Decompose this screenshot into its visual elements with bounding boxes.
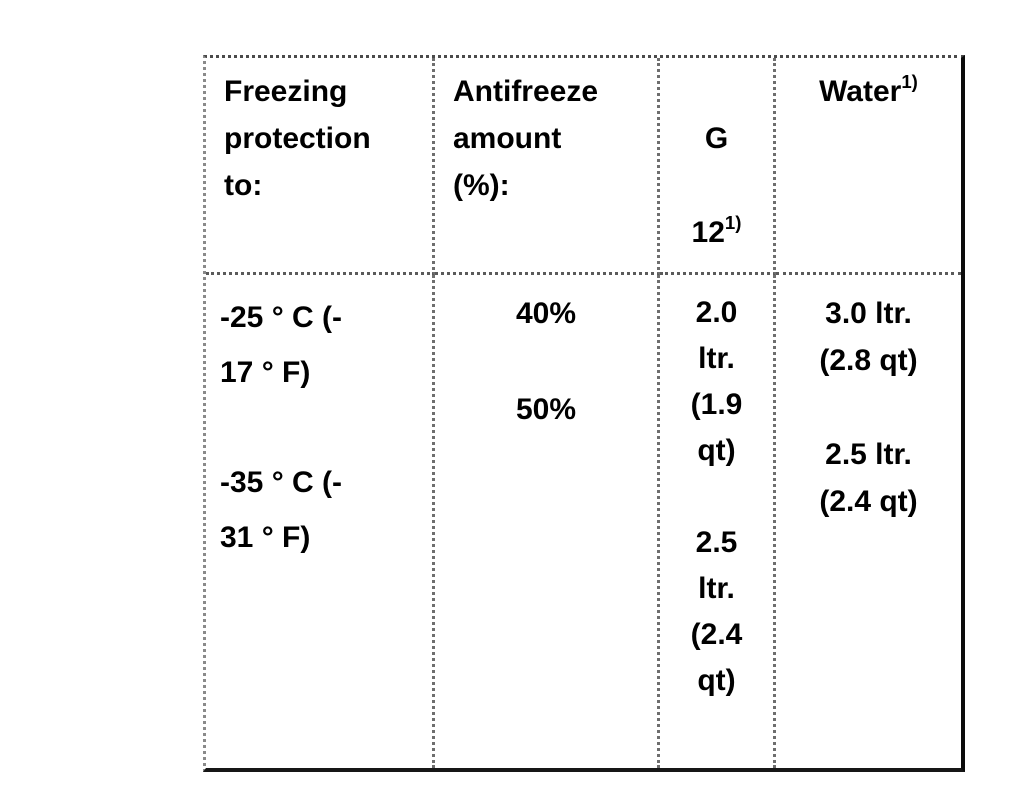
header-antifreeze-amount: Antifreeze amount (%):: [435, 58, 660, 275]
header-g12: G 121): [660, 58, 776, 275]
cell-antifreeze-percent-values: 40% 50%: [435, 275, 660, 768]
header-g12-line1: G: [704, 122, 729, 155]
footnote-marker-g12: 1): [724, 212, 742, 233]
coolant-mixture-table: Freezing protection to: Antifreeze amoun…: [203, 55, 965, 772]
header-water: Water1): [776, 58, 961, 275]
footnote-marker-water: 1): [901, 71, 918, 92]
cell-water-amounts: 3.0 ltr. (2.8 qt) 2.5 ltr. (2.4 qt): [819, 297, 918, 518]
cell-g12-amounts: 2.0 ltr. (1.9 qt) 2.5 ltr. (2.4 qt): [660, 275, 776, 768]
cell-freezing-protection-values: -25 ° C (- 17 ° F) -35 ° C (- 31 ° F): [206, 275, 435, 768]
header-g12-base: 12: [691, 216, 725, 249]
header-water-base: Water: [819, 75, 902, 108]
header-freezing-protection: Freezing protection to:: [206, 58, 435, 275]
header-g12-line2: 121): [660, 209, 773, 256]
